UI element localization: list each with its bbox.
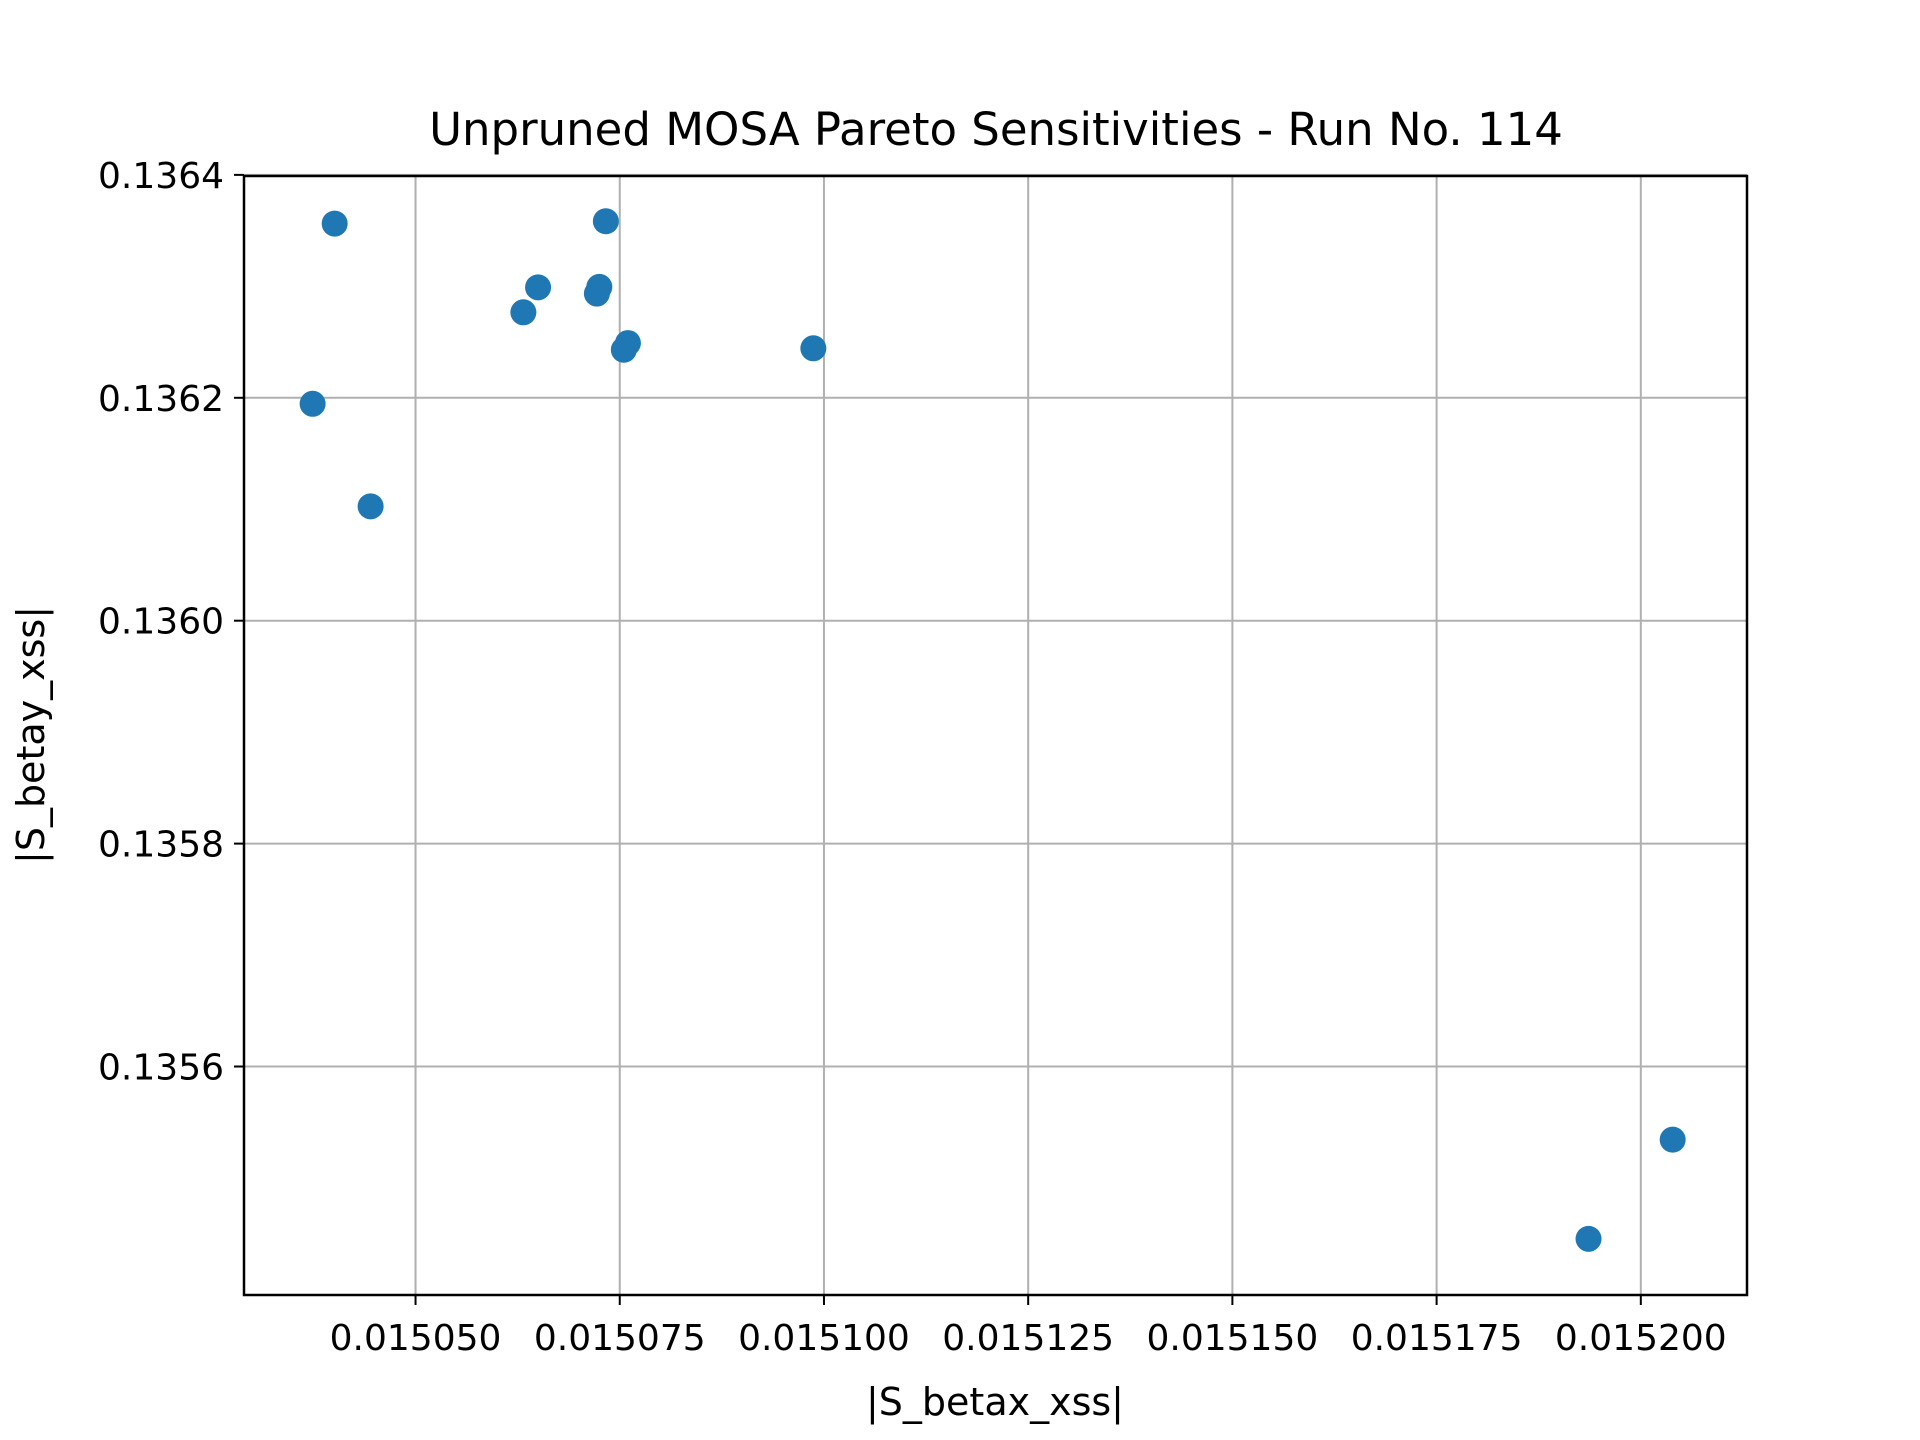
data-point: [592, 208, 619, 235]
grid-lines: [244, 173, 1747, 1295]
x-tick-label: 0.015125: [942, 1318, 1114, 1359]
y-axis-ticks: 0.1356 0.1358 0.1360 0.1362 0.1364: [98, 156, 244, 1089]
data-point: [586, 273, 613, 300]
data-point: [1659, 1126, 1686, 1153]
y-tick-label: 0.1360: [98, 602, 224, 643]
data-point: [800, 335, 827, 362]
data-points: [299, 208, 1686, 1252]
y-tick-label: 0.1362: [98, 379, 224, 420]
y-tick-label: 0.1358: [98, 825, 224, 866]
data-point: [357, 493, 384, 520]
x-tick-label: 0.015050: [330, 1318, 502, 1359]
plot-frame: [242, 174, 1749, 1297]
plot-area: [244, 176, 1747, 1295]
x-tick-label: 0.015150: [1146, 1318, 1318, 1359]
y-tick-label: 0.1364: [98, 156, 224, 197]
x-tick-label: 0.015200: [1555, 1318, 1727, 1359]
x-tick-label: 0.015075: [534, 1318, 706, 1359]
y-axis-label: |S_betay_xss|: [9, 606, 54, 864]
data-point: [510, 299, 537, 326]
chart-title: Unpruned MOSA Pareto Sensitivities - Run…: [429, 103, 1563, 156]
y-tick-label: 0.1356: [98, 1048, 224, 1089]
x-tick-label: 0.015175: [1351, 1318, 1523, 1359]
data-point: [1575, 1225, 1602, 1252]
data-point: [614, 330, 641, 357]
x-tick-label: 0.015100: [738, 1318, 910, 1359]
data-point: [299, 390, 326, 417]
data-point: [321, 210, 348, 237]
data-point: [525, 274, 552, 301]
x-axis-ticks: 0.015050 0.015075 0.015100 0.015125 0.015150…: [330, 1295, 1727, 1359]
x-axis-label: |S_betax_xss|: [866, 1380, 1124, 1425]
